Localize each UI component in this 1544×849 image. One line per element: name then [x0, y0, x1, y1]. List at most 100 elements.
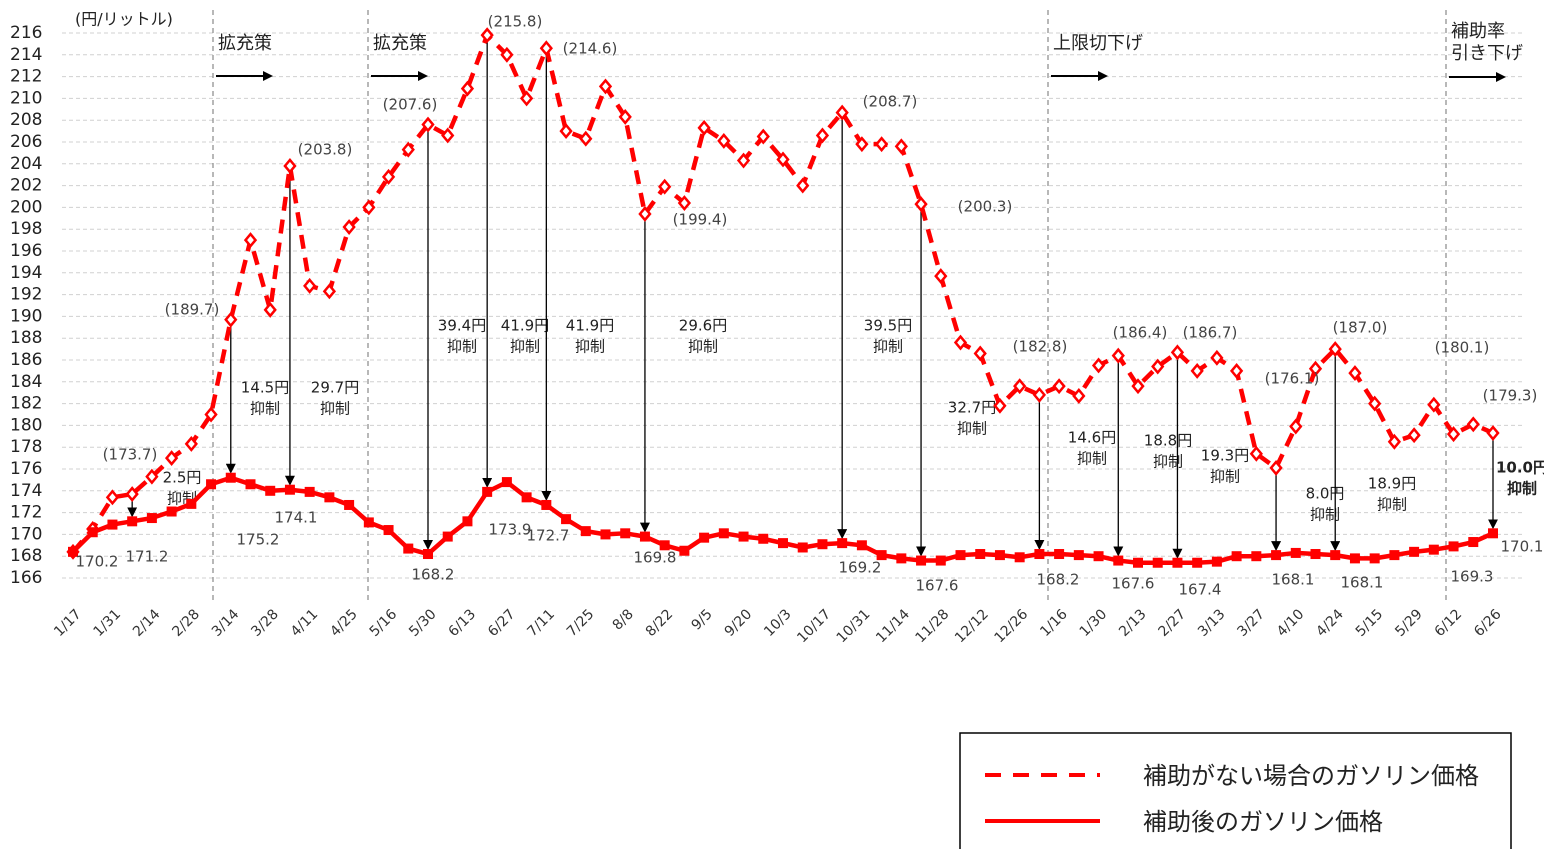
data-point	[362, 199, 376, 216]
data-point	[1407, 427, 1421, 444]
annotation: 29.6円	[679, 317, 727, 335]
data-point	[265, 485, 276, 496]
annotation: 32.7円	[948, 399, 996, 417]
x-tick-label: 7/11	[524, 606, 558, 640]
value-label: (182.8)	[1013, 338, 1068, 356]
data-point	[717, 132, 731, 149]
x-tick-label: 2/27	[1156, 606, 1190, 640]
data-point	[1172, 557, 1183, 568]
data-point	[541, 499, 552, 510]
data-point	[127, 516, 138, 527]
y-tick-label: 194	[10, 263, 42, 283]
y-tick-label: 168	[10, 546, 42, 566]
annotation: 抑制	[1153, 453, 1183, 471]
x-tick-label: 1/16	[1037, 606, 1071, 640]
y-tick-label: 190	[10, 306, 42, 326]
data-point	[1249, 445, 1263, 462]
data-point	[1310, 549, 1321, 560]
x-tick-label: 10/31	[834, 606, 874, 646]
data-point	[344, 499, 355, 510]
y-tick-label: 188	[10, 328, 42, 348]
data-point	[1013, 378, 1027, 395]
data-point	[1190, 362, 1204, 379]
data-point	[1113, 555, 1124, 566]
y-tick-label: 184	[10, 372, 42, 392]
data-point	[68, 546, 78, 557]
data-point	[758, 533, 769, 544]
data-point	[1271, 550, 1282, 561]
data-point	[817, 539, 828, 550]
annotation: 18.9円	[1368, 475, 1416, 493]
annotation: 14.6円	[1068, 429, 1116, 447]
data-point	[107, 519, 118, 530]
value-label: 168.1	[1341, 574, 1384, 592]
data-point	[738, 531, 749, 542]
series-line	[71, 32, 1494, 554]
annotation: 10.0円	[1496, 459, 1544, 477]
data-point	[539, 40, 553, 57]
annotation: 抑制	[1377, 496, 1407, 514]
data-point	[482, 486, 493, 497]
x-tick-label: 3/27	[1234, 606, 1268, 640]
annotation: 抑制	[1077, 450, 1107, 468]
data-point	[462, 516, 473, 527]
value-label: (186.4)	[1113, 324, 1168, 342]
data-point	[1111, 347, 1125, 364]
x-tick-label: 4/11	[288, 606, 322, 640]
data-point	[580, 526, 591, 537]
annotation: 抑制	[873, 338, 903, 356]
data-point	[1369, 553, 1380, 564]
data-point	[304, 486, 315, 497]
data-point	[994, 550, 1005, 561]
data-point	[243, 232, 258, 249]
data-point	[105, 489, 120, 506]
data-point	[837, 538, 848, 549]
data-point	[1072, 388, 1086, 404]
value-label: (214.6)	[563, 40, 618, 58]
annotation: 29.7円	[311, 379, 359, 397]
x-tick-label: 6/26	[1471, 606, 1505, 640]
data-point	[204, 406, 218, 423]
value-label: 175.2	[237, 531, 280, 549]
y-tick-label: 216	[10, 23, 42, 43]
y-tick-label: 176	[10, 459, 42, 479]
x-tick-label: 10/3	[761, 606, 795, 640]
annotation: 抑制	[1310, 506, 1340, 524]
event-label: 拡充策	[218, 33, 272, 54]
value-label: 167.4	[1179, 581, 1222, 599]
legend-label: 補助後のガソリン価格	[1143, 808, 1383, 836]
y-axis-unit: (円/リットル)	[75, 10, 173, 29]
x-tick-label: 4/25	[327, 606, 361, 640]
data-point	[1348, 365, 1362, 382]
value-label: (176.1)	[1265, 370, 1320, 388]
data-point	[1427, 396, 1441, 413]
x-tick-label: 2/14	[130, 606, 164, 640]
data-point	[916, 555, 927, 566]
data-point	[561, 514, 572, 525]
y-tick-label: 212	[10, 67, 42, 87]
data-point	[894, 138, 908, 155]
data-point	[1014, 552, 1025, 563]
data-point	[1389, 550, 1400, 561]
x-tick-label: 3/28	[248, 606, 282, 640]
data-point	[1210, 349, 1224, 366]
data-point	[164, 450, 179, 467]
x-tick-label: 1/17	[51, 606, 85, 640]
data-point	[500, 46, 514, 63]
data-point	[146, 513, 157, 524]
annotation: 抑制	[447, 338, 477, 356]
y-tick-label: 200	[10, 197, 42, 217]
value-label: 169.3	[1451, 568, 1494, 586]
data-point	[756, 128, 770, 145]
data-point	[993, 397, 1007, 414]
annotation: 39.4円	[438, 317, 486, 335]
value-label: 168.2	[1037, 571, 1080, 589]
annotation: 41.9円	[501, 317, 549, 335]
value-label: (179.3)	[1483, 387, 1538, 405]
annotation: 18.8円	[1144, 432, 1192, 450]
y-tick-label: 196	[10, 241, 42, 261]
y-tick-label: 206	[10, 132, 42, 152]
data-point	[1229, 362, 1244, 379]
data-point	[1269, 459, 1283, 476]
